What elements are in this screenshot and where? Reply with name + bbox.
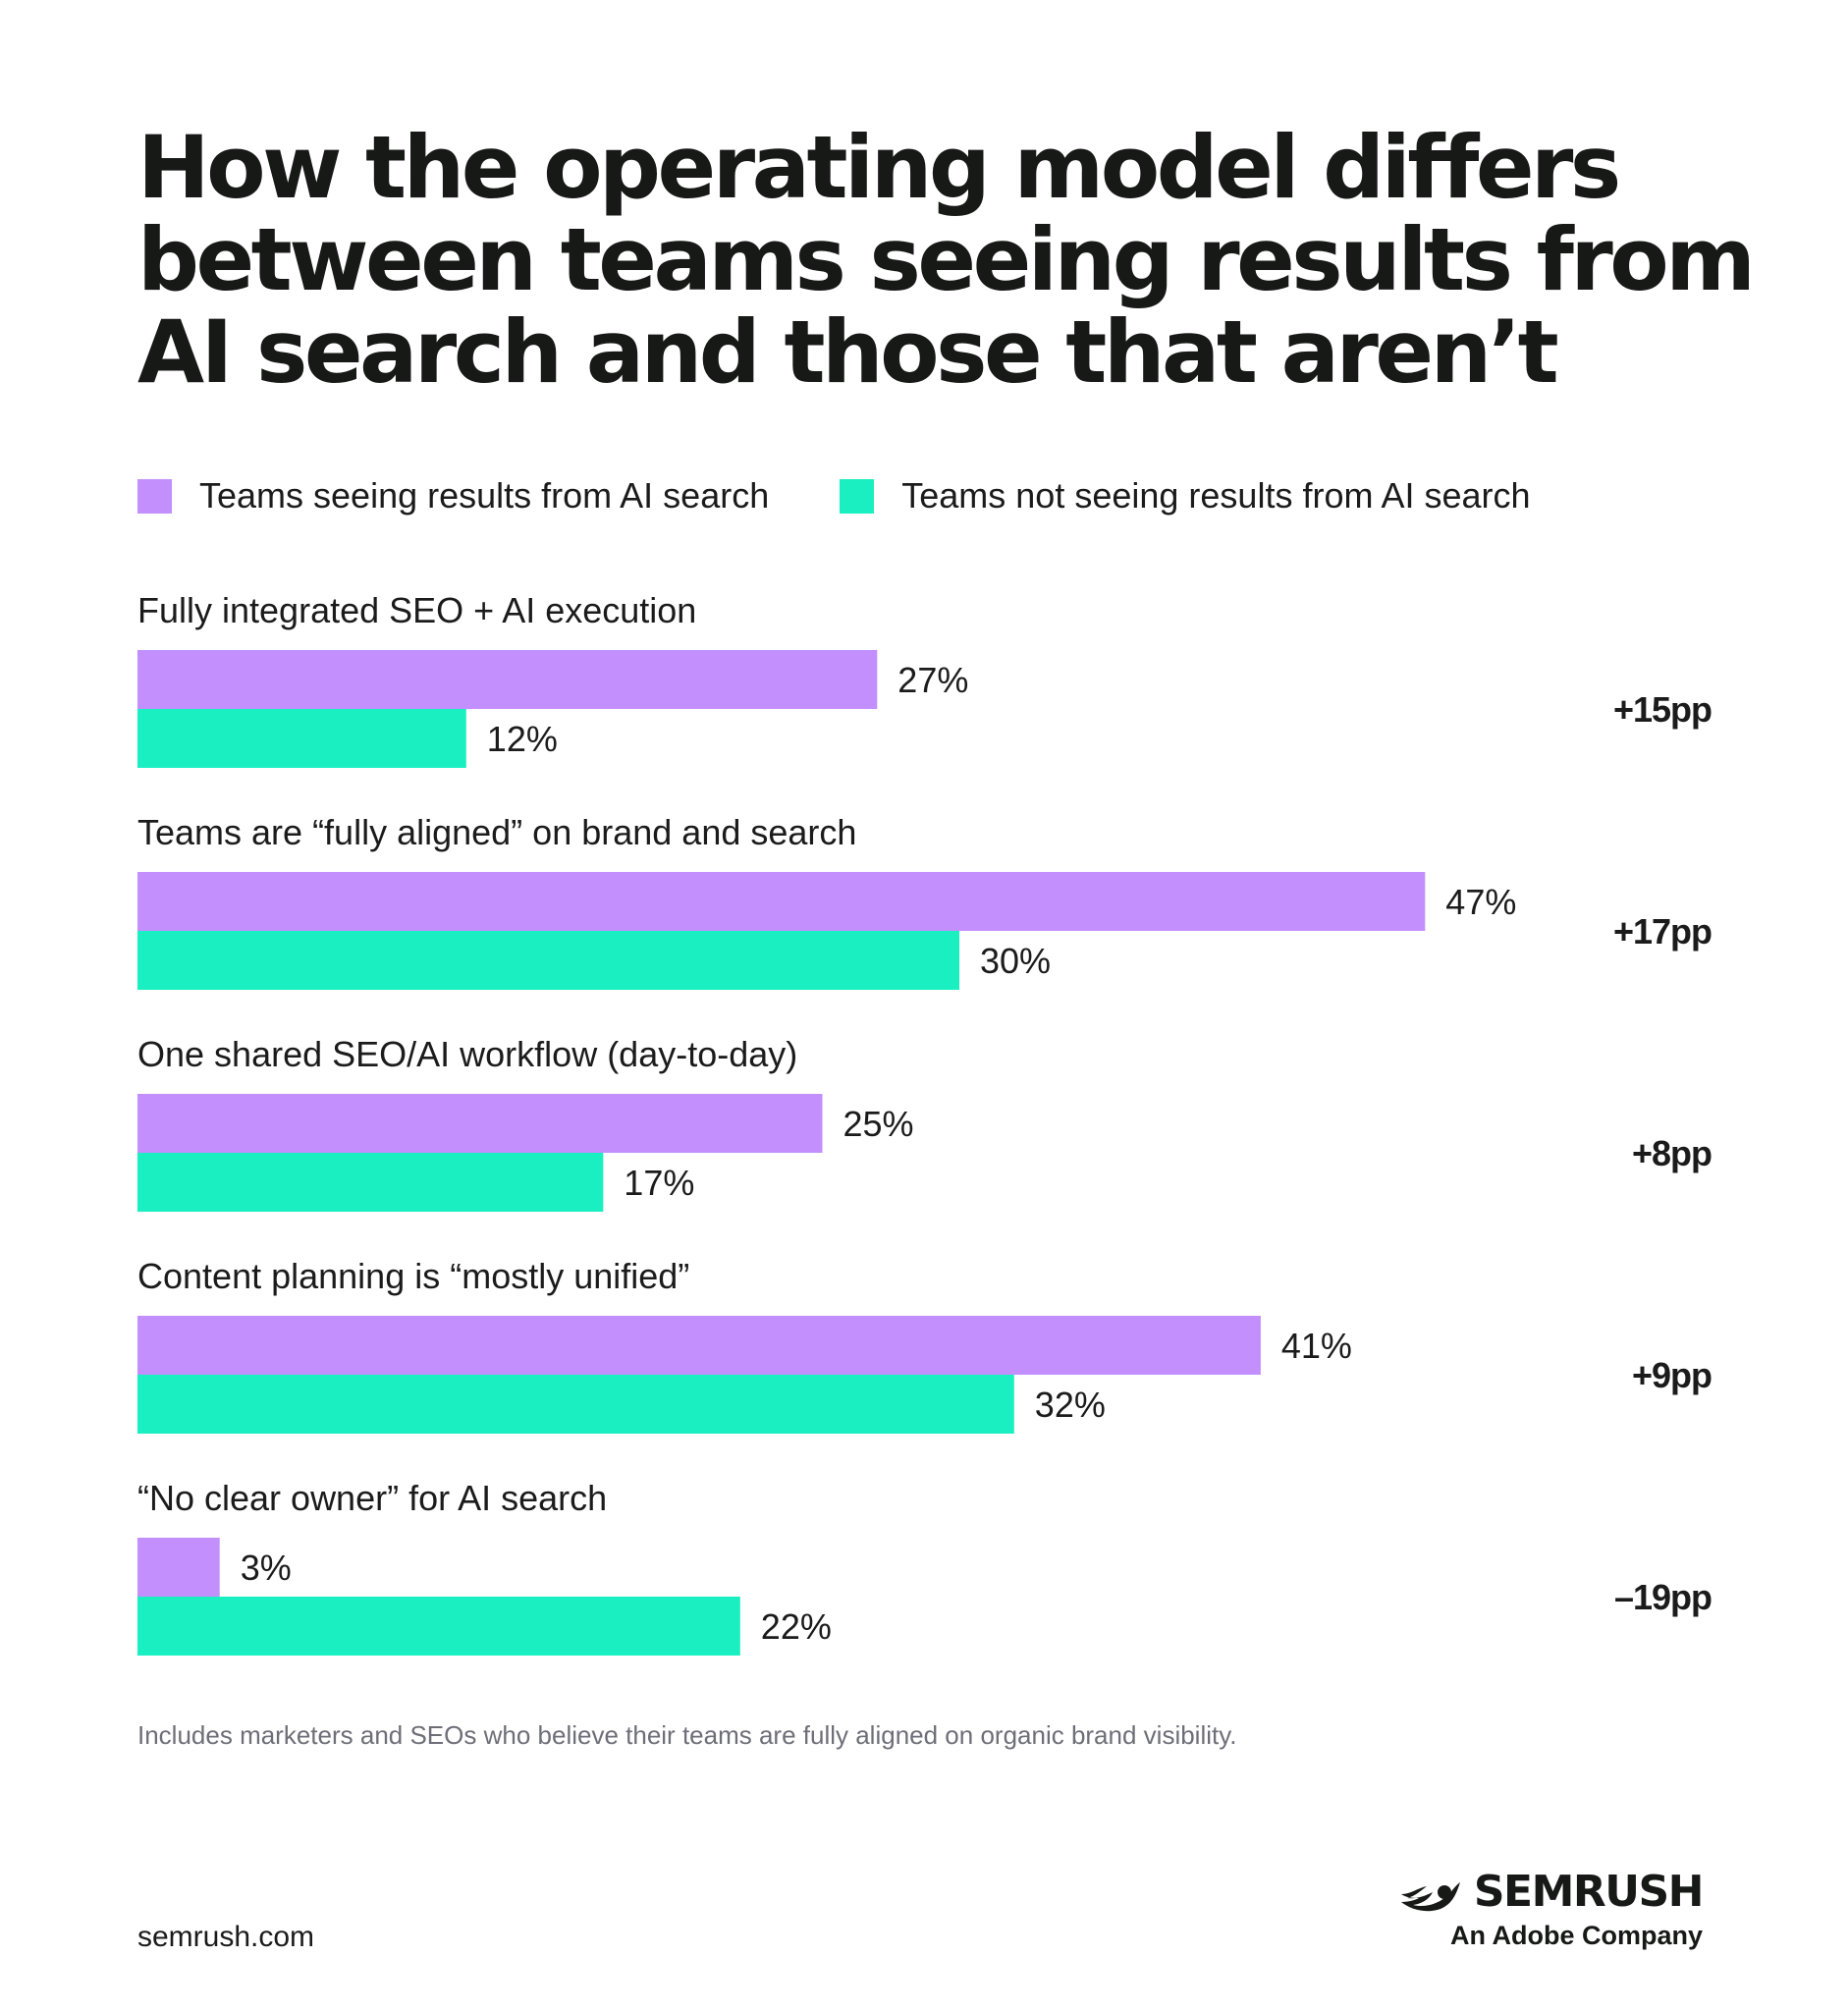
website-link[interactable]: semrush.com (137, 1921, 315, 1953)
data-label: 32% (1035, 1385, 1106, 1425)
difference-label: +9pp (1632, 1355, 1712, 1395)
bar-seeing (137, 650, 878, 709)
data-label: 41% (1281, 1326, 1352, 1366)
data-label: 22% (761, 1606, 832, 1647)
data-label: 27% (897, 660, 968, 700)
data-label: 17% (624, 1163, 694, 1203)
difference-label: –19pp (1614, 1577, 1712, 1617)
title-line-1: How the operating model differs (137, 117, 1621, 218)
data-label: 12% (487, 719, 558, 759)
title-line-2: between teams seeing results from (137, 209, 1756, 310)
legend-item-not-seeing: Teams not seeing results from AI search (840, 475, 1531, 516)
title-line-3: AI search and those that aren’t (137, 301, 1559, 403)
data-label: 3% (241, 1548, 292, 1588)
chart-legend: Teams seeing results from AI search Team… (137, 475, 1602, 516)
bar-not-seeing (137, 1597, 740, 1656)
difference-label: +8pp (1632, 1133, 1712, 1173)
legend-label-not-seeing: Teams not seeing results from AI search (901, 475, 1531, 516)
bar-not-seeing (137, 931, 959, 990)
data-label: 47% (1445, 882, 1516, 922)
bar-not-seeing (137, 709, 466, 768)
bar-seeing (137, 1094, 823, 1153)
bar-seeing (137, 1538, 220, 1597)
category-label: Teams are “fully aligned” on brand and s… (137, 812, 856, 852)
bar-seeing (137, 1316, 1261, 1375)
semrush-logo: SEMRUSH An Adobe Company (1397, 1867, 1705, 1951)
footnote: Includes marketers and SEOs who believe … (137, 1720, 1237, 1750)
difference-label: +17pp (1613, 911, 1712, 951)
category-label: Fully integrated SEO + AI execution (137, 590, 696, 630)
legend-label-seeing: Teams seeing results from AI search (199, 475, 770, 516)
category-label: Content planning is “mostly unified” (137, 1256, 689, 1296)
bar-not-seeing (137, 1375, 1014, 1434)
category-label: One shared SEO/AI workflow (day-to-day) (137, 1034, 797, 1074)
brand-tagline: An Adobe Company (1449, 1921, 1703, 1950)
difference-label: +15pp (1613, 689, 1712, 730)
semrush-fire-icon (1400, 1882, 1460, 1912)
bar-seeing (137, 872, 1426, 931)
legend-swatch-not-seeing (840, 478, 875, 514)
data-label: 25% (843, 1104, 914, 1144)
bar-not-seeing (137, 1153, 604, 1212)
data-label: 30% (980, 941, 1051, 981)
legend-swatch-seeing (137, 478, 172, 514)
legend-item-seeing: Teams seeing results from AI search (137, 475, 769, 516)
bar-chart: Fully integrated SEO + AI execution 27% 12… (137, 590, 1712, 1656)
chart-title: How the operating model differs between … (137, 117, 1756, 403)
brand-name: SEMRUSH (1473, 1867, 1705, 1917)
category-label: “No clear owner” for AI search (137, 1478, 607, 1518)
